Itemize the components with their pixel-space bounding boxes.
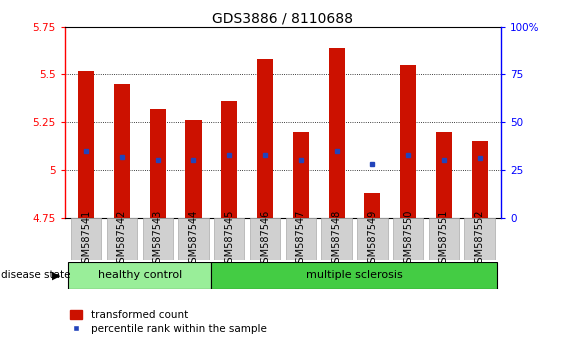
Bar xyxy=(400,65,416,218)
Bar xyxy=(185,120,202,218)
Bar xyxy=(293,132,309,218)
FancyBboxPatch shape xyxy=(250,218,280,260)
Title: GDS3886 / 8110688: GDS3886 / 8110688 xyxy=(212,11,354,25)
Bar xyxy=(68,262,211,289)
Text: healthy control: healthy control xyxy=(98,270,182,280)
FancyBboxPatch shape xyxy=(142,218,173,260)
Text: GSM587550: GSM587550 xyxy=(403,209,413,269)
Text: GSM587547: GSM587547 xyxy=(296,209,306,269)
FancyBboxPatch shape xyxy=(71,218,101,260)
Text: multiple sclerosis: multiple sclerosis xyxy=(306,270,403,280)
FancyBboxPatch shape xyxy=(285,218,316,260)
Bar xyxy=(150,109,166,218)
FancyBboxPatch shape xyxy=(321,218,352,260)
Legend: transformed count, percentile rank within the sample: transformed count, percentile rank withi… xyxy=(70,310,267,334)
Text: GSM587549: GSM587549 xyxy=(367,209,377,269)
Text: disease state: disease state xyxy=(1,270,70,280)
Bar xyxy=(257,59,273,218)
Text: GSM587541: GSM587541 xyxy=(81,209,91,269)
Bar xyxy=(211,262,498,289)
Text: GSM587543: GSM587543 xyxy=(153,209,163,269)
Text: GSM587546: GSM587546 xyxy=(260,209,270,269)
Text: GSM587551: GSM587551 xyxy=(439,209,449,269)
Text: GSM587542: GSM587542 xyxy=(117,209,127,269)
FancyBboxPatch shape xyxy=(178,218,209,260)
Bar xyxy=(472,141,488,218)
Bar xyxy=(436,132,452,218)
Bar xyxy=(364,193,381,218)
FancyBboxPatch shape xyxy=(428,218,459,260)
FancyBboxPatch shape xyxy=(214,218,244,260)
Text: ▶: ▶ xyxy=(52,270,61,280)
Bar xyxy=(114,84,130,218)
Bar xyxy=(221,101,238,218)
Text: GSM587552: GSM587552 xyxy=(475,209,485,269)
Bar xyxy=(328,47,345,218)
FancyBboxPatch shape xyxy=(464,218,495,260)
FancyBboxPatch shape xyxy=(357,218,387,260)
FancyBboxPatch shape xyxy=(393,218,423,260)
Bar xyxy=(78,70,94,218)
Text: GSM587548: GSM587548 xyxy=(332,209,342,269)
Text: GSM587545: GSM587545 xyxy=(224,209,234,269)
Text: GSM587544: GSM587544 xyxy=(189,209,199,269)
FancyBboxPatch shape xyxy=(107,218,137,260)
